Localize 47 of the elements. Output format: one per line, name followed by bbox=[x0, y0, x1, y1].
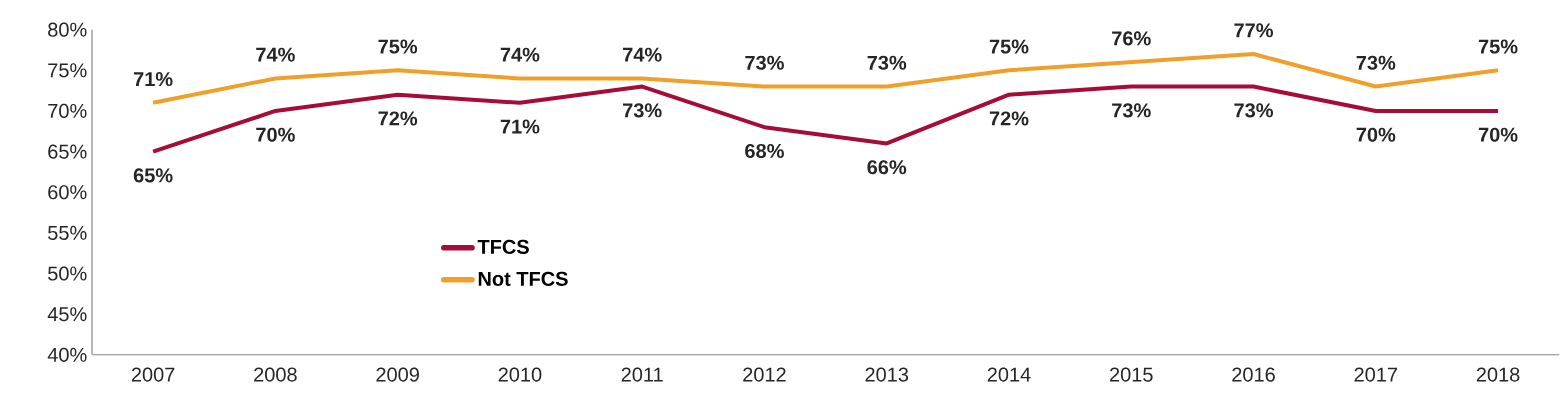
data-label: 76% bbox=[1112, 31, 1151, 46]
x-tick-label: 2017 bbox=[1354, 367, 1398, 382]
data-label: 72% bbox=[989, 111, 1029, 126]
data-label: 73% bbox=[1356, 55, 1396, 70]
x-tick-label: 2016 bbox=[1232, 367, 1275, 382]
x-tick-label: 2007 bbox=[131, 367, 175, 382]
x-tick-label: 2012 bbox=[743, 367, 786, 382]
data-label: 71% bbox=[133, 72, 173, 87]
y-tick-label: 80% bbox=[48, 22, 87, 37]
data-label: 66% bbox=[867, 160, 907, 175]
y-tick-label: 65% bbox=[48, 144, 87, 159]
x-tick-label: 2011 bbox=[621, 367, 663, 382]
x-tick-label: 2008 bbox=[254, 367, 297, 382]
data-label: 70% bbox=[1356, 127, 1396, 142]
x-tick-label: 2014 bbox=[987, 367, 1031, 382]
y-tick-label: 75% bbox=[48, 63, 87, 78]
y-tick-label: 40% bbox=[47, 347, 87, 362]
data-label: 71% bbox=[500, 119, 540, 134]
data-label: 70% bbox=[1478, 127, 1518, 142]
data-label: 68% bbox=[745, 144, 784, 159]
data-label: 73% bbox=[867, 55, 907, 70]
data-label: 70% bbox=[256, 127, 295, 142]
x-tick-label: 2010 bbox=[498, 367, 542, 382]
y-tick-label: 70% bbox=[48, 103, 87, 119]
data-label: 65% bbox=[133, 168, 173, 183]
data-label: 75% bbox=[989, 39, 1029, 54]
x-tick-label: 2013 bbox=[865, 367, 909, 382]
data-label: 74% bbox=[623, 47, 662, 62]
x-tick-label: 2018 bbox=[1476, 367, 1520, 382]
x-tick-label: 2009 bbox=[376, 367, 419, 382]
data-label: 74% bbox=[256, 47, 295, 62]
data-label: 74% bbox=[500, 47, 540, 62]
y-tick-label: 55% bbox=[48, 225, 87, 241]
legend-label: TFCS bbox=[477, 239, 529, 255]
y-tick-label: 50% bbox=[48, 266, 87, 281]
data-label: 75% bbox=[378, 39, 418, 54]
legend-label: Not TFCS bbox=[478, 271, 568, 287]
data-label: 73% bbox=[1234, 103, 1273, 118]
data-label: 75% bbox=[1478, 39, 1518, 54]
x-tick-label: 2015 bbox=[1110, 367, 1153, 382]
data-label: 73% bbox=[623, 103, 662, 118]
y-tick-label: 45% bbox=[47, 307, 87, 322]
y-tick-label: 60% bbox=[48, 185, 87, 200]
data-label: 77% bbox=[1234, 23, 1273, 38]
data-label: 72% bbox=[378, 111, 418, 126]
data-label: 73% bbox=[1112, 103, 1151, 118]
data-label: 73% bbox=[745, 55, 784, 70]
